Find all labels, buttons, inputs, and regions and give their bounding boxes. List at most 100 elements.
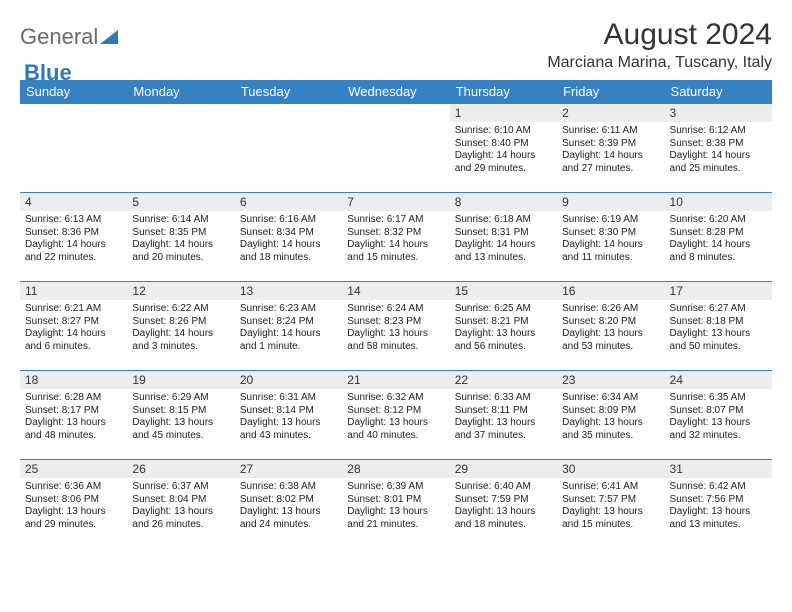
sunset-text: Sunset: 8:32 PM bbox=[347, 227, 444, 240]
sunset-text: Sunset: 8:28 PM bbox=[670, 227, 767, 240]
day-details: Sunrise: 6:26 AMSunset: 8:20 PMDaylight:… bbox=[557, 300, 664, 357]
sunrise-text: Sunrise: 6:22 AM bbox=[132, 303, 229, 316]
calendar-day-cell: 3Sunrise: 6:12 AMSunset: 8:38 PMDaylight… bbox=[665, 104, 772, 193]
day-number: 15 bbox=[450, 282, 557, 300]
sunset-text: Sunset: 8:04 PM bbox=[132, 494, 229, 507]
sunrise-text: Sunrise: 6:18 AM bbox=[455, 214, 552, 227]
calendar-week-row: 4Sunrise: 6:13 AMSunset: 8:36 PMDaylight… bbox=[20, 193, 772, 282]
day-number: 6 bbox=[235, 193, 342, 211]
weekday-header: Friday bbox=[557, 80, 664, 104]
sunset-text: Sunset: 8:01 PM bbox=[347, 494, 444, 507]
calendar-day-cell: 11Sunrise: 6:21 AMSunset: 8:27 PMDayligh… bbox=[20, 282, 127, 371]
sunrise-text: Sunrise: 6:31 AM bbox=[240, 392, 337, 405]
calendar-day-cell: 19Sunrise: 6:29 AMSunset: 8:15 PMDayligh… bbox=[127, 371, 234, 460]
daylight-text: Daylight: 13 hours and 26 minutes. bbox=[132, 506, 229, 531]
sunrise-text: Sunrise: 6:27 AM bbox=[670, 303, 767, 316]
sunrise-text: Sunrise: 6:24 AM bbox=[347, 303, 444, 316]
calendar-week-row: 25Sunrise: 6:36 AMSunset: 8:06 PMDayligh… bbox=[20, 460, 772, 549]
sunrise-text: Sunrise: 6:20 AM bbox=[670, 214, 767, 227]
daylight-text: Daylight: 13 hours and 35 minutes. bbox=[562, 417, 659, 442]
sunset-text: Sunset: 8:36 PM bbox=[25, 227, 122, 240]
day-number: 28 bbox=[342, 460, 449, 478]
calendar-week-row: 1Sunrise: 6:10 AMSunset: 8:40 PMDaylight… bbox=[20, 104, 772, 193]
sunrise-text: Sunrise: 6:11 AM bbox=[562, 125, 659, 138]
sunset-text: Sunset: 8:26 PM bbox=[132, 316, 229, 329]
day-number: 21 bbox=[342, 371, 449, 389]
sunset-text: Sunset: 8:12 PM bbox=[347, 405, 444, 418]
sunset-text: Sunset: 8:35 PM bbox=[132, 227, 229, 240]
calendar-day-cell: 20Sunrise: 6:31 AMSunset: 8:14 PMDayligh… bbox=[235, 371, 342, 460]
day-details: Sunrise: 6:13 AMSunset: 8:36 PMDaylight:… bbox=[20, 211, 127, 268]
sunrise-text: Sunrise: 6:13 AM bbox=[25, 214, 122, 227]
daylight-text: Daylight: 13 hours and 48 minutes. bbox=[25, 417, 122, 442]
calendar-day-cell: 28Sunrise: 6:39 AMSunset: 8:01 PMDayligh… bbox=[342, 460, 449, 549]
sunrise-text: Sunrise: 6:28 AM bbox=[25, 392, 122, 405]
day-details: Sunrise: 6:35 AMSunset: 8:07 PMDaylight:… bbox=[665, 389, 772, 446]
day-details: Sunrise: 6:18 AMSunset: 8:31 PMDaylight:… bbox=[450, 211, 557, 268]
calendar-day-cell: 10Sunrise: 6:20 AMSunset: 8:28 PMDayligh… bbox=[665, 193, 772, 282]
day-details: Sunrise: 6:12 AMSunset: 8:38 PMDaylight:… bbox=[665, 122, 772, 179]
day-number: 10 bbox=[665, 193, 772, 211]
day-details: Sunrise: 6:39 AMSunset: 8:01 PMDaylight:… bbox=[342, 478, 449, 535]
calendar-day-cell bbox=[20, 104, 127, 193]
daylight-text: Daylight: 13 hours and 13 minutes. bbox=[670, 506, 767, 531]
calendar-day-cell: 9Sunrise: 6:19 AMSunset: 8:30 PMDaylight… bbox=[557, 193, 664, 282]
calendar-day-cell: 24Sunrise: 6:35 AMSunset: 8:07 PMDayligh… bbox=[665, 371, 772, 460]
day-details: Sunrise: 6:42 AMSunset: 7:56 PMDaylight:… bbox=[665, 478, 772, 535]
day-number: 5 bbox=[127, 193, 234, 211]
calendar-day-cell: 14Sunrise: 6:24 AMSunset: 8:23 PMDayligh… bbox=[342, 282, 449, 371]
sunset-text: Sunset: 8:23 PM bbox=[347, 316, 444, 329]
sunset-text: Sunset: 7:59 PM bbox=[455, 494, 552, 507]
daylight-text: Daylight: 13 hours and 18 minutes. bbox=[455, 506, 552, 531]
sunset-text: Sunset: 8:20 PM bbox=[562, 316, 659, 329]
day-number: 4 bbox=[20, 193, 127, 211]
calendar-week-row: 18Sunrise: 6:28 AMSunset: 8:17 PMDayligh… bbox=[20, 371, 772, 460]
daylight-text: Daylight: 13 hours and 45 minutes. bbox=[132, 417, 229, 442]
daylight-text: Daylight: 13 hours and 15 minutes. bbox=[562, 506, 659, 531]
day-number: 13 bbox=[235, 282, 342, 300]
weekday-header: Thursday bbox=[450, 80, 557, 104]
calendar-day-cell: 27Sunrise: 6:38 AMSunset: 8:02 PMDayligh… bbox=[235, 460, 342, 549]
sunrise-text: Sunrise: 6:12 AM bbox=[670, 125, 767, 138]
sunrise-text: Sunrise: 6:34 AM bbox=[562, 392, 659, 405]
daylight-text: Daylight: 13 hours and 21 minutes. bbox=[347, 506, 444, 531]
day-details: Sunrise: 6:33 AMSunset: 8:11 PMDaylight:… bbox=[450, 389, 557, 446]
day-number: 11 bbox=[20, 282, 127, 300]
sunrise-text: Sunrise: 6:26 AM bbox=[562, 303, 659, 316]
weekday-header: Saturday bbox=[665, 80, 772, 104]
sunrise-text: Sunrise: 6:39 AM bbox=[347, 481, 444, 494]
calendar-day-cell: 6Sunrise: 6:16 AMSunset: 8:34 PMDaylight… bbox=[235, 193, 342, 282]
day-details: Sunrise: 6:14 AMSunset: 8:35 PMDaylight:… bbox=[127, 211, 234, 268]
day-details: Sunrise: 6:21 AMSunset: 8:27 PMDaylight:… bbox=[20, 300, 127, 357]
sunrise-text: Sunrise: 6:16 AM bbox=[240, 214, 337, 227]
day-details: Sunrise: 6:37 AMSunset: 8:04 PMDaylight:… bbox=[127, 478, 234, 535]
sunrise-text: Sunrise: 6:10 AM bbox=[455, 125, 552, 138]
sunset-text: Sunset: 8:39 PM bbox=[562, 138, 659, 151]
daylight-text: Daylight: 13 hours and 37 minutes. bbox=[455, 417, 552, 442]
sunrise-text: Sunrise: 6:19 AM bbox=[562, 214, 659, 227]
sunrise-text: Sunrise: 6:23 AM bbox=[240, 303, 337, 316]
day-details: Sunrise: 6:22 AMSunset: 8:26 PMDaylight:… bbox=[127, 300, 234, 357]
day-number: 29 bbox=[450, 460, 557, 478]
daylight-text: Daylight: 13 hours and 56 minutes. bbox=[455, 328, 552, 353]
sunrise-text: Sunrise: 6:35 AM bbox=[670, 392, 767, 405]
daylight-text: Daylight: 14 hours and 29 minutes. bbox=[455, 150, 552, 175]
sunrise-text: Sunrise: 6:37 AM bbox=[132, 481, 229, 494]
day-details: Sunrise: 6:34 AMSunset: 8:09 PMDaylight:… bbox=[557, 389, 664, 446]
day-details: Sunrise: 6:38 AMSunset: 8:02 PMDaylight:… bbox=[235, 478, 342, 535]
sunrise-text: Sunrise: 6:40 AM bbox=[455, 481, 552, 494]
daylight-text: Daylight: 14 hours and 22 minutes. bbox=[25, 239, 122, 264]
day-number: 18 bbox=[20, 371, 127, 389]
sunset-text: Sunset: 8:14 PM bbox=[240, 405, 337, 418]
day-number: 22 bbox=[450, 371, 557, 389]
day-details: Sunrise: 6:16 AMSunset: 8:34 PMDaylight:… bbox=[235, 211, 342, 268]
sunset-text: Sunset: 8:17 PM bbox=[25, 405, 122, 418]
sunrise-text: Sunrise: 6:38 AM bbox=[240, 481, 337, 494]
page-title: August 2024 bbox=[547, 18, 772, 52]
day-number: 25 bbox=[20, 460, 127, 478]
weekday-header: Tuesday bbox=[235, 80, 342, 104]
day-number: 8 bbox=[450, 193, 557, 211]
calendar-day-cell: 30Sunrise: 6:41 AMSunset: 7:57 PMDayligh… bbox=[557, 460, 664, 549]
day-details: Sunrise: 6:23 AMSunset: 8:24 PMDaylight:… bbox=[235, 300, 342, 357]
calendar-day-cell: 7Sunrise: 6:17 AMSunset: 8:32 PMDaylight… bbox=[342, 193, 449, 282]
